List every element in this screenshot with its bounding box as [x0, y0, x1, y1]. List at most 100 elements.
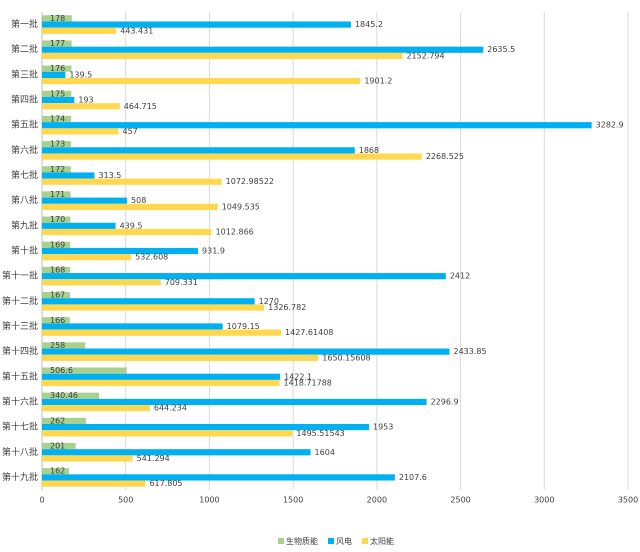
bar: [42, 379, 280, 387]
data-label: 193: [78, 96, 93, 105]
data-label: 1422.1: [284, 372, 312, 381]
data-label: 2296.9: [431, 397, 459, 406]
bar: [42, 203, 218, 210]
data-label: 464.715: [124, 102, 157, 111]
data-label: 931.9: [202, 247, 225, 256]
data-label: 2152.794: [406, 51, 444, 60]
bar: [42, 71, 66, 78]
data-label: 162: [50, 467, 65, 476]
data-label: 2412: [450, 272, 470, 281]
bar: [42, 449, 311, 456]
data-label: 167: [50, 291, 65, 300]
bar: [42, 21, 351, 28]
data-label: 617.805: [149, 479, 182, 488]
data-label: 169: [50, 240, 65, 249]
bar: [42, 392, 100, 399]
bar: [42, 128, 119, 135]
data-label: 1012.866: [216, 228, 254, 237]
legend-swatch: [328, 538, 334, 544]
y-tick-label: 第十二批: [2, 295, 38, 307]
data-label: 172: [50, 165, 65, 174]
data-label: 2107.6: [399, 473, 427, 482]
data-label: 139.5: [69, 70, 92, 79]
y-tick-label: 第七批: [11, 169, 38, 181]
y-tick-label: 第十七批: [2, 421, 38, 433]
x-tick-label: 1500: [283, 496, 303, 505]
data-label: 166: [50, 316, 65, 325]
bar: [42, 455, 133, 462]
y-tick-label: 第四批: [11, 94, 38, 106]
bar: [42, 247, 199, 255]
bar: [42, 398, 427, 406]
data-label: 1270: [259, 297, 279, 306]
y-tick-label: 第九批: [11, 219, 38, 231]
legend-label: 生物质能: [286, 536, 318, 546]
bar: [42, 354, 319, 361]
bar: [42, 141, 71, 148]
bar: [42, 279, 161, 286]
data-label: 173: [50, 140, 65, 149]
y-tick-label: 第十一批: [2, 270, 38, 282]
data-label: 1953: [373, 423, 393, 432]
bar: [42, 417, 86, 425]
bar: [42, 147, 355, 154]
data-label: 3282.9: [596, 121, 624, 130]
data-label: 1901.2: [364, 77, 392, 86]
legend-swatch: [362, 538, 368, 544]
bar: [42, 424, 369, 431]
data-label: 443.431: [120, 26, 153, 35]
data-label: 1427.61408: [285, 328, 333, 337]
bar: [42, 216, 71, 223]
data-label: 174: [50, 115, 65, 124]
data-label: 1079.15: [227, 322, 260, 331]
y-tick-label: 第十六批: [2, 395, 38, 407]
bar: [42, 115, 72, 123]
bar: [42, 468, 70, 475]
x-tick-label: 3500: [618, 496, 638, 505]
data-label: 541.294: [137, 454, 170, 463]
data-label: 262: [50, 416, 65, 425]
bar: [42, 40, 72, 47]
data-label: 1604: [315, 448, 335, 457]
bar: [42, 166, 71, 173]
bar: [42, 367, 127, 374]
y-tick-label: 第十八批: [2, 446, 38, 458]
y-tick-label: 第八批: [11, 194, 38, 206]
x-tick-label: 500: [118, 496, 133, 505]
data-label: 1049.535: [222, 202, 260, 211]
bar: [42, 96, 75, 104]
bar: [42, 172, 95, 179]
bar: [42, 52, 403, 60]
bar: [42, 178, 222, 185]
data-label: 506.6: [50, 366, 73, 375]
legend-label: 风电: [336, 536, 352, 546]
y-tick-label: 第二批: [11, 43, 38, 55]
bar: [42, 273, 446, 280]
bar: [42, 430, 293, 437]
bar: [42, 317, 70, 324]
x-tick-label: 0: [39, 496, 44, 505]
bar: [42, 46, 484, 53]
bar: [42, 191, 71, 198]
bar: [42, 304, 265, 311]
data-label: 171: [50, 190, 65, 199]
bar: [42, 298, 255, 305]
bar: [42, 323, 223, 330]
data-label: 2268.525: [426, 152, 464, 161]
data-label: 258: [50, 341, 65, 350]
y-tick-label: 第六批: [11, 144, 38, 156]
data-label: 532.608: [135, 253, 168, 262]
data-label: 2433.85: [453, 347, 486, 356]
x-tick-label: 2500: [450, 496, 470, 505]
data-label: 1650.15608: [322, 353, 370, 362]
bar: [42, 405, 150, 412]
data-label: 457: [123, 127, 138, 136]
data-label: 201: [50, 442, 65, 451]
legend-swatch: [278, 538, 284, 544]
bar: [42, 474, 395, 481]
y-tick-label: 第五批: [11, 119, 38, 131]
y-tick-label: 第十四批: [2, 345, 38, 357]
data-label: 1326.782: [268, 303, 306, 312]
bar: [42, 241, 71, 248]
